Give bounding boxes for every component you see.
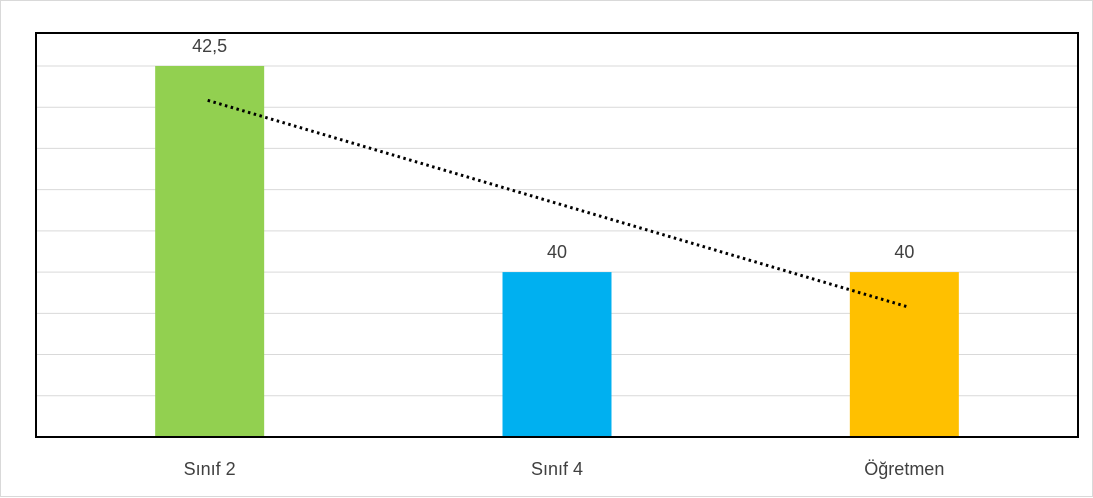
value-labels: 42,5 40 40 — [192, 36, 914, 262]
data-label: 42,5 — [192, 36, 227, 56]
data-label: 40 — [547, 242, 567, 262]
plot-area-border — [35, 32, 1079, 438]
x-tick-label: Sınıf 4 — [531, 459, 583, 479]
trendline — [207, 98, 907, 308]
data-label: 40 — [894, 242, 914, 262]
x-tick-label: Öğretmen — [864, 459, 944, 479]
trendline — [207, 98, 907, 308]
bar — [155, 65, 265, 438]
bars — [155, 65, 959, 438]
x-axis-labels: Sınıf 2 Sınıf 4 Öğretmen — [184, 459, 945, 479]
bar — [502, 272, 612, 437]
bar — [849, 272, 959, 437]
x-tick-label: Sınıf 2 — [184, 459, 236, 479]
